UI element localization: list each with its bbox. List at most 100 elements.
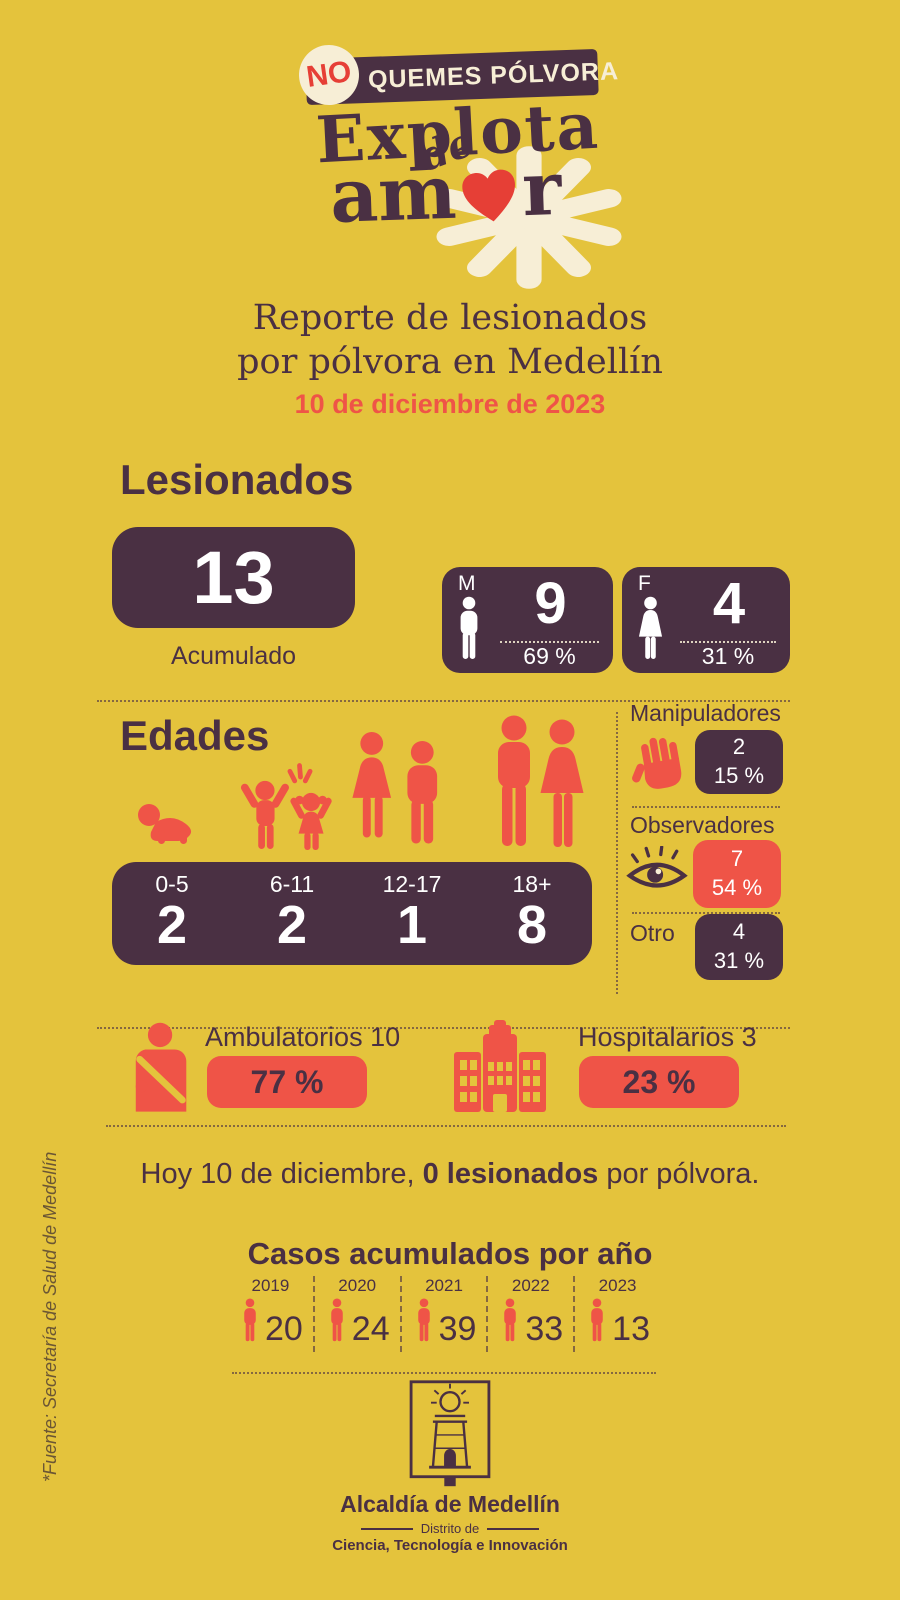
footer-distrito: Distrito de xyxy=(420,1521,480,1536)
female-pct: 31 % xyxy=(701,643,755,669)
age-group-12-17: 12-17 1 xyxy=(352,871,472,965)
script-am: am xyxy=(328,149,458,241)
kids-icon xyxy=(240,763,332,850)
year-label: 2023 xyxy=(598,1276,637,1295)
year-count: 24 xyxy=(351,1310,390,1348)
footer-dash-left xyxy=(360,1527,413,1530)
observadores-label: Observadores xyxy=(630,812,775,838)
teens-icon xyxy=(352,732,438,844)
person-icon xyxy=(504,1298,517,1342)
male-pct: 69 % xyxy=(523,643,576,669)
age-group-0-5: 0-5 2 xyxy=(112,871,232,965)
title-line1: Reporte de lesionados xyxy=(252,298,648,338)
vertical-separator xyxy=(616,712,618,994)
age-count: 2 xyxy=(276,895,308,955)
hand-icon xyxy=(632,737,682,789)
lesionados-heading: Lesionados xyxy=(120,456,354,503)
title-line2: por pólvora en Medellín xyxy=(237,342,663,383)
year-label: 2020 xyxy=(338,1276,377,1295)
male-count: 9 xyxy=(534,571,567,636)
otro-pct: 31 % xyxy=(713,948,765,973)
otro-label: Otro xyxy=(630,920,675,946)
ambulatorios-label: Ambulatorios 10 xyxy=(205,1022,401,1052)
year-2022: 2022 33 xyxy=(486,1276,573,1352)
hospitalarios-pct-box: 23 % xyxy=(579,1056,739,1108)
year-count: 13 xyxy=(612,1310,650,1348)
female-label: F xyxy=(638,572,651,595)
male-label: M xyxy=(458,572,476,595)
footer-distrito-row: Distrito de xyxy=(0,1521,900,1536)
separator-3 xyxy=(106,1125,786,1127)
footer-org-name: Alcaldía de Medellín xyxy=(340,1491,560,1517)
year-count: 20 xyxy=(264,1310,303,1348)
age-group-18plus: 18+ 8 xyxy=(472,871,592,965)
today-prefix: Hoy 10 de diciembre, xyxy=(140,1158,423,1190)
no-badge-text: NO xyxy=(304,55,354,94)
adults-icon xyxy=(498,715,584,847)
hospital-icon xyxy=(454,1020,546,1112)
manipuladores-count: 2 xyxy=(732,734,746,760)
observadores-pct: 54 % xyxy=(711,875,763,900)
age-count: 1 xyxy=(396,895,428,955)
manipuladores-pct: 15 % xyxy=(713,763,765,788)
person-icon xyxy=(417,1298,430,1342)
ambulatorios-pct-box: 77 % xyxy=(207,1056,367,1108)
edades-heading: Edades xyxy=(120,712,270,759)
roles-separator-1 xyxy=(632,806,780,808)
hospitalarios-pct: 23 % xyxy=(622,1063,696,1100)
ambulatorios-pct: 77 % xyxy=(250,1063,324,1100)
total-count: 13 xyxy=(192,536,275,619)
person-icon xyxy=(244,1298,256,1342)
age-count: 2 xyxy=(156,895,188,955)
report-date: 10 de diciembre de 2023 xyxy=(294,389,606,419)
yearly-heading: Casos acumulados por año xyxy=(247,1236,653,1271)
observadores-box: 7 54 % xyxy=(693,840,781,908)
age-range: 12-17 xyxy=(382,871,442,897)
female-count: 4 xyxy=(712,571,746,636)
female-stat-box: F 4 31 % xyxy=(622,567,790,673)
script-r: r xyxy=(520,145,563,234)
alcaldia-emblem xyxy=(409,1380,491,1487)
female-icon xyxy=(638,596,663,659)
person-icon xyxy=(591,1298,603,1342)
today-zero-injured: 0 lesionados xyxy=(422,1158,599,1190)
year-2019: 2019 20 xyxy=(228,1276,313,1352)
eye-icon xyxy=(626,846,688,888)
age-group-6-11: 6-11 2 xyxy=(232,871,352,965)
baby-icon xyxy=(138,804,192,844)
hospitalarios-label: Hospitalarios 3 xyxy=(578,1022,757,1052)
male-stat-box: M 9 69 % xyxy=(442,567,613,673)
otro-count: 4 xyxy=(732,919,746,945)
year-count: 33 xyxy=(525,1310,564,1348)
script-amor: am r xyxy=(329,146,563,240)
footer-ciencia: Ciencia, Tecnología e Innovación xyxy=(332,1537,568,1554)
arm-sling-person-icon xyxy=(135,1022,187,1112)
otro-box: 4 31 % xyxy=(695,914,783,980)
age-range: 0-5 xyxy=(155,871,189,897)
observadores-count: 7 xyxy=(730,846,744,872)
footer-dash-right xyxy=(487,1527,540,1530)
person-icon xyxy=(331,1298,343,1342)
heart-icon xyxy=(462,169,516,222)
manipuladores-box: 2 15 % xyxy=(695,730,783,794)
separator-2 xyxy=(97,1027,790,1029)
age-range: 6-11 xyxy=(269,871,315,897)
age-groups-bar: 0-5 2 6-11 2 12-17 1 18+ 8 xyxy=(112,862,592,965)
yearly-row: 2019 20 2020 24 2021 39 2022 33 xyxy=(228,1276,660,1352)
year-count: 39 xyxy=(438,1310,477,1348)
separator-1 xyxy=(97,700,790,702)
today-suffix: por pólvora. xyxy=(598,1158,760,1190)
male-divider xyxy=(500,641,599,643)
age-count: 8 xyxy=(516,895,548,955)
total-caption: Acumulado xyxy=(170,642,297,670)
page-title: Reporte de lesionados por pólvora en Med… xyxy=(0,296,900,384)
source-note: *Fuente: Secretaría de Salud de Medellín xyxy=(40,1151,60,1482)
female-divider xyxy=(680,641,776,643)
year-2023: 2023 13 xyxy=(573,1276,660,1352)
roles-separator-2 xyxy=(632,912,780,914)
today-summary: Hoy 10 de diciembre, 0 lesionados por pó… xyxy=(0,1158,900,1191)
year-2021: 2021 39 xyxy=(399,1276,487,1352)
year-label: 2019 xyxy=(251,1276,290,1295)
year-label: 2021 xyxy=(425,1276,463,1295)
